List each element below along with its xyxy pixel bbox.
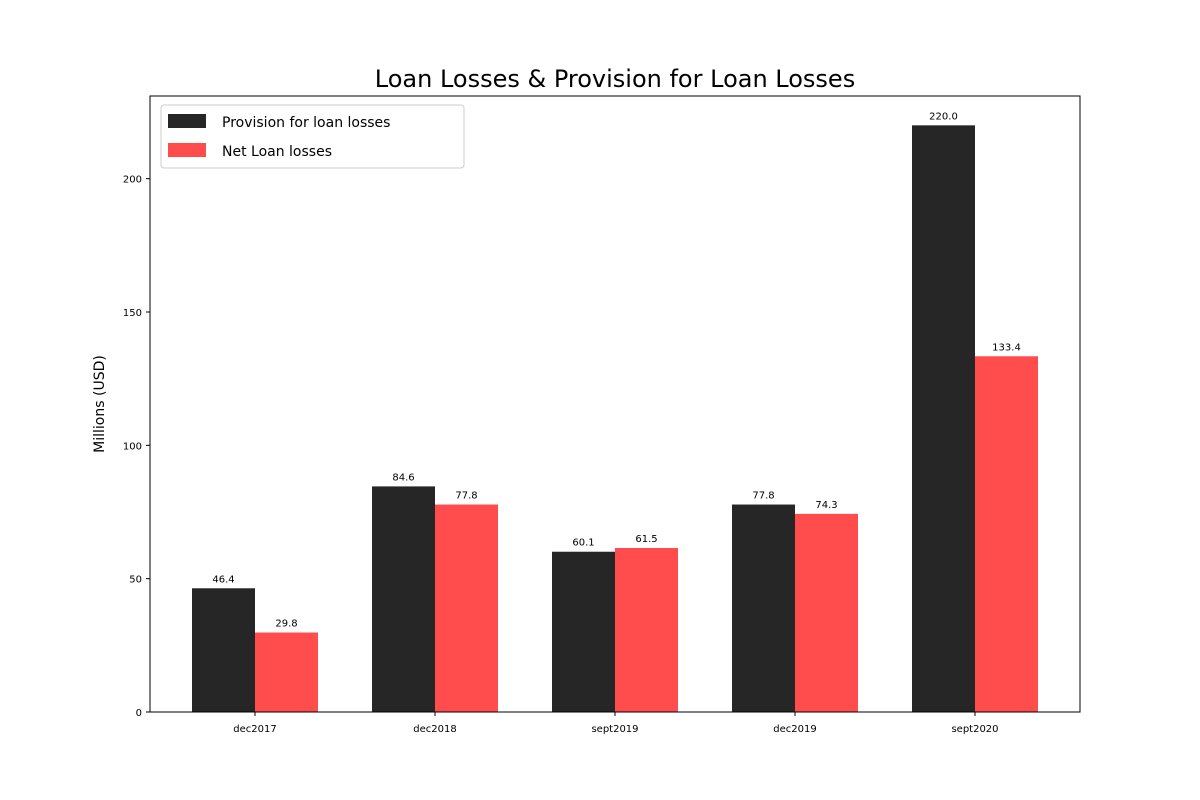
data-label: 77.8 [455, 491, 477, 502]
y-tick-label: 200 [123, 175, 142, 186]
y-axis: 0 50 100 150 200 [123, 175, 150, 719]
data-label: 46.4 [212, 574, 234, 585]
chart-title: Loan Losses & Provision for Loan Losses [375, 65, 855, 93]
bar-provision-sept2019 [552, 551, 615, 712]
x-tick-label: sept2019 [591, 724, 638, 735]
data-label: 61.5 [635, 534, 657, 545]
bar-net-loss-sept2020 [975, 356, 1038, 712]
x-tick-label: sept2020 [951, 724, 998, 735]
bar-net-loss-dec2017 [255, 632, 318, 712]
data-label: 133.4 [992, 342, 1021, 353]
bar-provision-dec2019 [732, 504, 795, 712]
x-tick-label: dec2019 [773, 724, 816, 735]
bars-group [192, 125, 1038, 713]
x-tick-label: dec2018 [413, 724, 456, 735]
data-label: 60.1 [572, 538, 594, 549]
legend: Provision for loan losses Net Loan losses [160, 104, 465, 169]
data-label: 84.6 [392, 472, 414, 483]
legend-label-provision: Provision for loan losses [222, 115, 390, 131]
legend-label-net-loss: Net Loan losses [222, 144, 332, 160]
x-axis: dec2017 dec2018 sept2019 dec2019 sept2020 [233, 712, 999, 735]
data-labels-group: 46.4 29.8 84.6 77.8 60.1 61.5 77.8 74.3 220.0 133… [212, 111, 1020, 629]
bar-provision-dec2017 [192, 588, 255, 712]
plot-frame [149, 95, 1081, 713]
y-tick-label: 150 [123, 308, 142, 319]
legend-box [160, 104, 465, 169]
bar-net-loss-sept2019 [615, 548, 678, 712]
y-tick-label: 100 [123, 441, 142, 452]
y-axis-label: Millions (USD) [92, 355, 108, 453]
data-label: 77.8 [752, 491, 774, 502]
data-label: 74.3 [815, 500, 837, 511]
bar-provision-dec2018 [372, 486, 435, 712]
legend-swatch-provision [168, 114, 206, 128]
x-tick-label: dec2017 [233, 724, 276, 735]
data-label: 29.8 [275, 619, 297, 630]
legend-swatch-net-loss [168, 143, 206, 157]
y-tick-label: 50 [129, 575, 142, 586]
bar-net-loss-dec2018 [435, 504, 498, 712]
bar-provision-sept2020 [912, 125, 975, 713]
bar-net-loss-dec2019 [795, 513, 858, 712]
data-label: 220.0 [929, 111, 958, 122]
y-tick-label: 0 [136, 708, 142, 719]
